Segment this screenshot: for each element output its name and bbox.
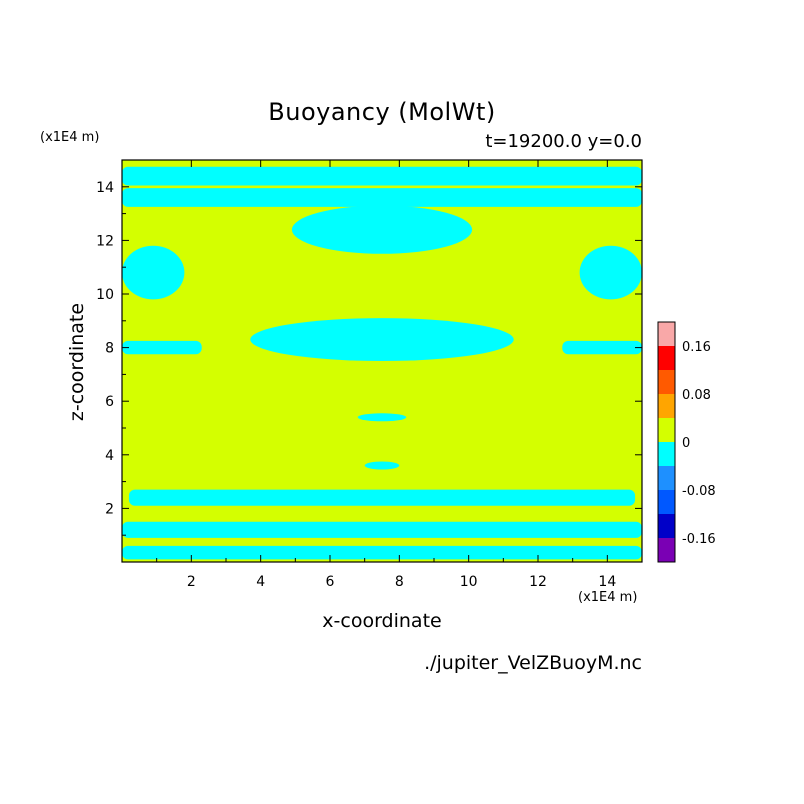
colorbar-swatch-1 <box>658 346 675 370</box>
colorbar-swatch-5 <box>658 442 675 466</box>
colorbar-swatch-6 <box>658 466 675 490</box>
colorbar-swatch-8 <box>658 514 675 538</box>
z-tick-label-10: 10 <box>96 287 114 303</box>
x-tick-label-10: 10 <box>460 574 478 590</box>
colorbar-frame <box>657 321 676 563</box>
colorbar-tick-label-2: 0 <box>682 436 690 451</box>
negative-region-6 <box>562 340 642 355</box>
z-tick-label-4: 4 <box>105 448 114 464</box>
colorbar-tick-label-1: 0.08 <box>682 388 711 403</box>
source-file-label: ./jupiter_VelZBuoyM.nc <box>424 652 642 674</box>
chart-subtitle: t=19200.0 y=0.0 <box>485 131 642 152</box>
negative-region-1 <box>122 521 642 538</box>
z-tick-label-14: 14 <box>96 180 114 196</box>
x-tick-label-14: 14 <box>598 574 616 590</box>
plot-frame <box>121 159 643 563</box>
x-tick-label-8: 8 <box>395 574 404 590</box>
colorbar-tick-label-3: -0.08 <box>682 484 716 499</box>
chart-title: Buoyancy (MolWt) <box>268 98 496 126</box>
z-tick-label-2: 2 <box>105 501 114 517</box>
negative-region-4 <box>357 413 407 422</box>
x-tick-label-12: 12 <box>529 574 547 590</box>
negative-region-2 <box>128 489 636 506</box>
colorbar-swatch-7 <box>658 490 675 514</box>
x-axis-label: x-coordinate <box>322 610 442 632</box>
negative-region-11 <box>122 188 642 207</box>
colorbar-swatch-4 <box>658 418 675 442</box>
z-tick-label-6: 6 <box>105 394 114 410</box>
x-tick-label-6: 6 <box>326 574 335 590</box>
colorbar-swatch-9 <box>658 538 675 562</box>
z-tick-label-8: 8 <box>105 341 114 357</box>
negative-region-7 <box>250 318 514 361</box>
negative-region-12 <box>122 166 642 186</box>
x-tick-label-4: 4 <box>256 574 265 590</box>
negative-region-5 <box>122 340 202 355</box>
negative-region-9 <box>579 245 642 300</box>
y-axis-label: z-coordinate <box>66 302 88 422</box>
x-axis-unit-label: (x1E4 m) <box>578 590 638 605</box>
colorbar-swatch-0 <box>658 322 675 346</box>
colorbar-tick-label-0: 0.16 <box>682 340 711 355</box>
colorbar-tick-label-4: -0.16 <box>682 532 716 547</box>
z-tick-label-12: 12 <box>96 233 114 249</box>
negative-region-3 <box>364 461 400 470</box>
x-tick-label-2: 2 <box>187 574 196 590</box>
negative-region-10 <box>291 205 473 254</box>
colorbar-swatch-2 <box>658 370 675 394</box>
z-axis-unit-label: (x1E4 m) <box>40 130 100 145</box>
negative-region-8 <box>122 245 185 300</box>
colorbar-swatch-3 <box>658 394 675 418</box>
negative-region-0 <box>122 545 642 560</box>
